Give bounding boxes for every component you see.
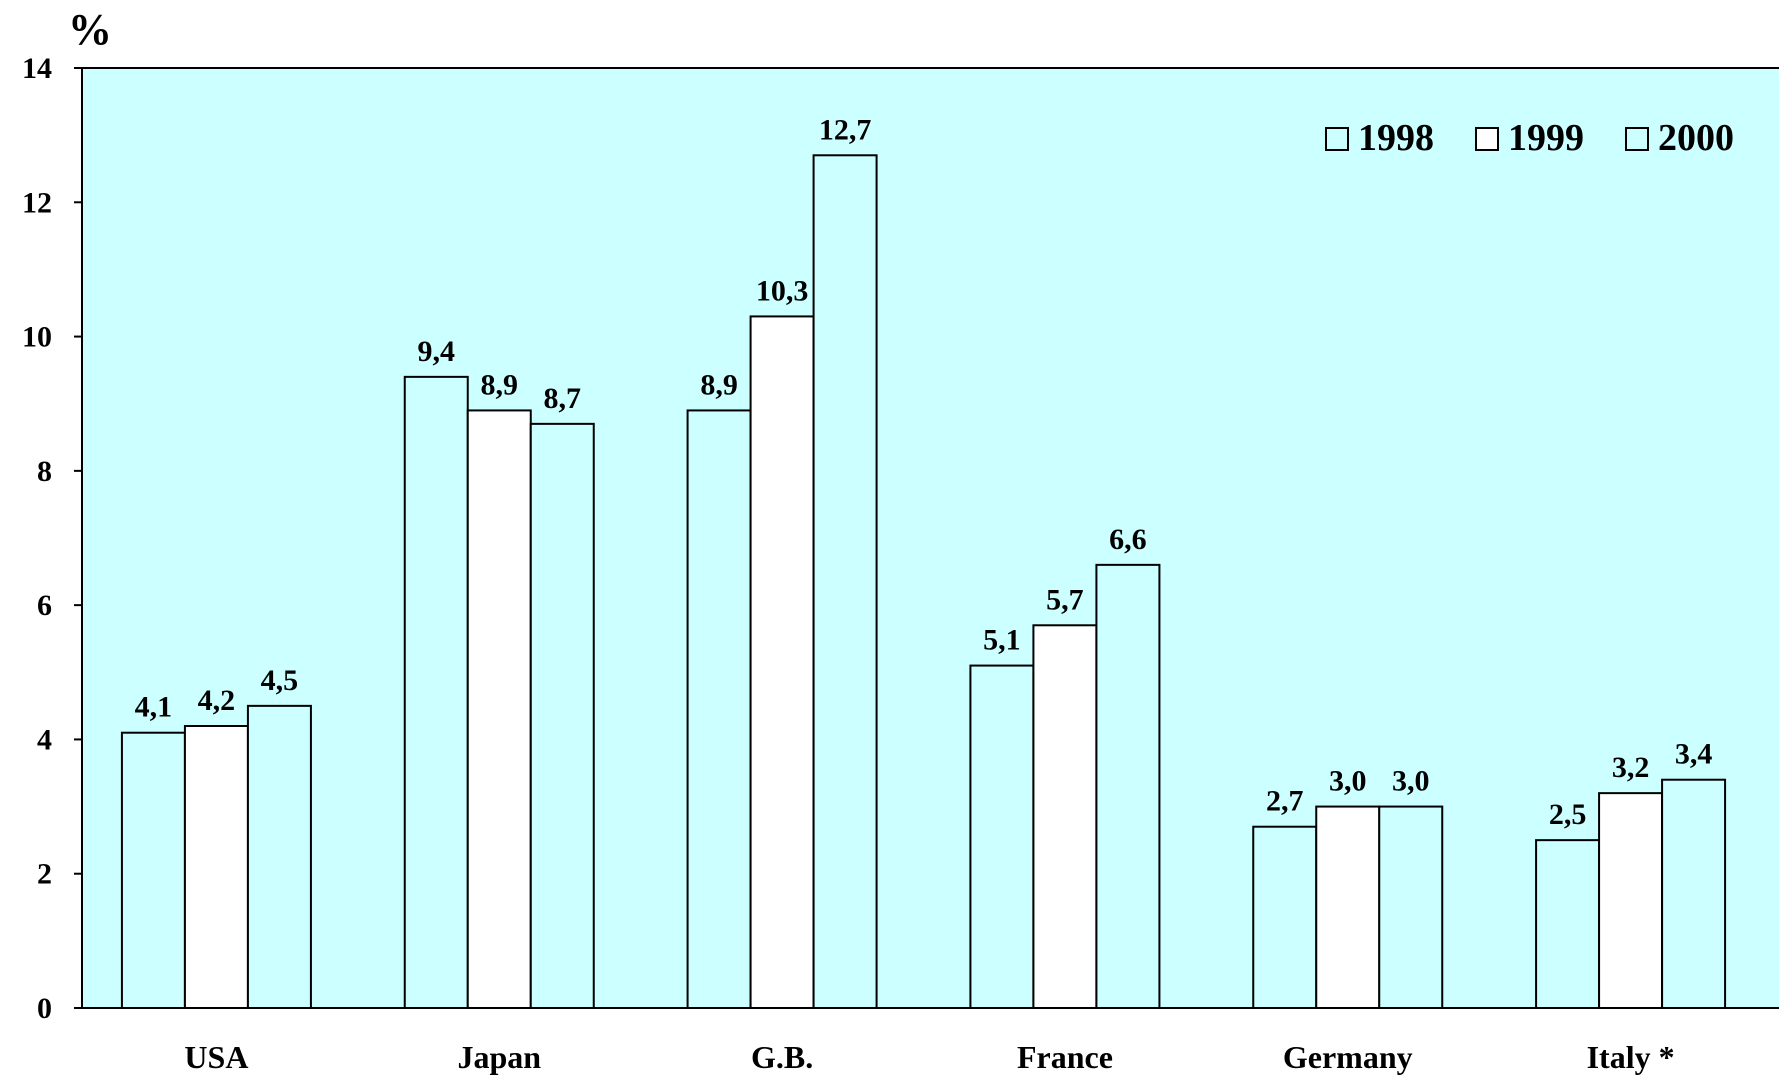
plot-area bbox=[82, 68, 1779, 1008]
y-tick-label: 10 bbox=[22, 321, 52, 354]
bar-2000 bbox=[246, 704, 312, 1009]
value-label: 8,7 bbox=[544, 382, 582, 415]
bar-1998 bbox=[120, 731, 186, 1009]
value-label: 8,9 bbox=[700, 368, 738, 401]
y-tick-label: 6 bbox=[37, 589, 52, 622]
value-label: 3,0 bbox=[1329, 765, 1367, 798]
y-tick-label: 12 bbox=[22, 186, 52, 219]
legend-swatch bbox=[1475, 127, 1499, 151]
value-label: 2,5 bbox=[1549, 798, 1587, 831]
value-label: 3,2 bbox=[1612, 751, 1650, 784]
value-label: 12,7 bbox=[819, 113, 872, 146]
value-label: 4,2 bbox=[198, 684, 236, 717]
value-label: 6,6 bbox=[1109, 523, 1147, 556]
category-label: France bbox=[1017, 1039, 1113, 1075]
value-label: 3,0 bbox=[1392, 765, 1430, 798]
bar-1998 bbox=[1535, 839, 1601, 1010]
category-label: USA bbox=[184, 1039, 248, 1075]
y-tick-labels-group: 0 2 4 6 8 10 12 14 bbox=[22, 52, 52, 1025]
legend-entry: 1998 bbox=[1358, 117, 1434, 159]
axes-group bbox=[74, 67, 1779, 1009]
bar-2000 bbox=[1661, 778, 1727, 1010]
value-label: 3,4 bbox=[1675, 738, 1713, 771]
y-tick-label: 14 bbox=[22, 52, 52, 85]
bar-1999 bbox=[1598, 792, 1664, 1010]
bar-1998 bbox=[969, 664, 1035, 1009]
value-labels-group: 4,1 4,2 4,5 9,4 8,9 8,7 8,9 10,3 12,7 5,1 5,7 6,6 2,… bbox=[135, 113, 1713, 831]
category-label: Japan bbox=[457, 1039, 541, 1075]
bar-1999 bbox=[183, 725, 249, 1009]
bar-1999 bbox=[1032, 624, 1098, 1009]
category-label: G.B. bbox=[751, 1039, 813, 1075]
bar-2000 bbox=[1378, 805, 1444, 1009]
bar-2000 bbox=[1095, 563, 1161, 1009]
value-label: 9,4 bbox=[418, 335, 456, 368]
y-tick-label: 8 bbox=[37, 455, 52, 488]
legend-entry: 1999 bbox=[1508, 117, 1584, 159]
value-label: 8,9 bbox=[481, 368, 519, 401]
y-tick-label: 2 bbox=[37, 858, 52, 891]
category-label: Italy * bbox=[1587, 1039, 1675, 1075]
category-labels-group: USA Japan G.B. France Germany Italy * bbox=[184, 1039, 1674, 1075]
legend-swatch bbox=[1325, 127, 1349, 151]
y-unit-label: % bbox=[68, 5, 112, 54]
bar-1998 bbox=[403, 375, 469, 1010]
bar-1999 bbox=[749, 315, 815, 1009]
value-label: 4,1 bbox=[135, 691, 173, 724]
y-tick-label: 0 bbox=[37, 992, 52, 1025]
bar-2000 bbox=[529, 422, 595, 1010]
category-label: Germany bbox=[1283, 1039, 1413, 1075]
bar-2000 bbox=[812, 154, 878, 1010]
value-label: 10,3 bbox=[756, 274, 809, 307]
value-label: 4,5 bbox=[261, 664, 299, 697]
y-tick-label: 4 bbox=[37, 723, 52, 756]
bar-1998 bbox=[1252, 825, 1318, 1010]
bars-group bbox=[120, 154, 1727, 1010]
legend-swatch bbox=[1625, 127, 1649, 151]
bar-1999 bbox=[1315, 805, 1381, 1009]
value-label: 5,1 bbox=[983, 624, 1021, 657]
bar-1999 bbox=[466, 409, 532, 1009]
value-label: 2,7 bbox=[1266, 785, 1304, 818]
value-label: 5,7 bbox=[1046, 583, 1084, 616]
legend-entry: 2000 bbox=[1658, 117, 1734, 159]
bar-1998 bbox=[686, 409, 752, 1009]
legend: 1998 1999 2000 bbox=[1325, 117, 1734, 159]
